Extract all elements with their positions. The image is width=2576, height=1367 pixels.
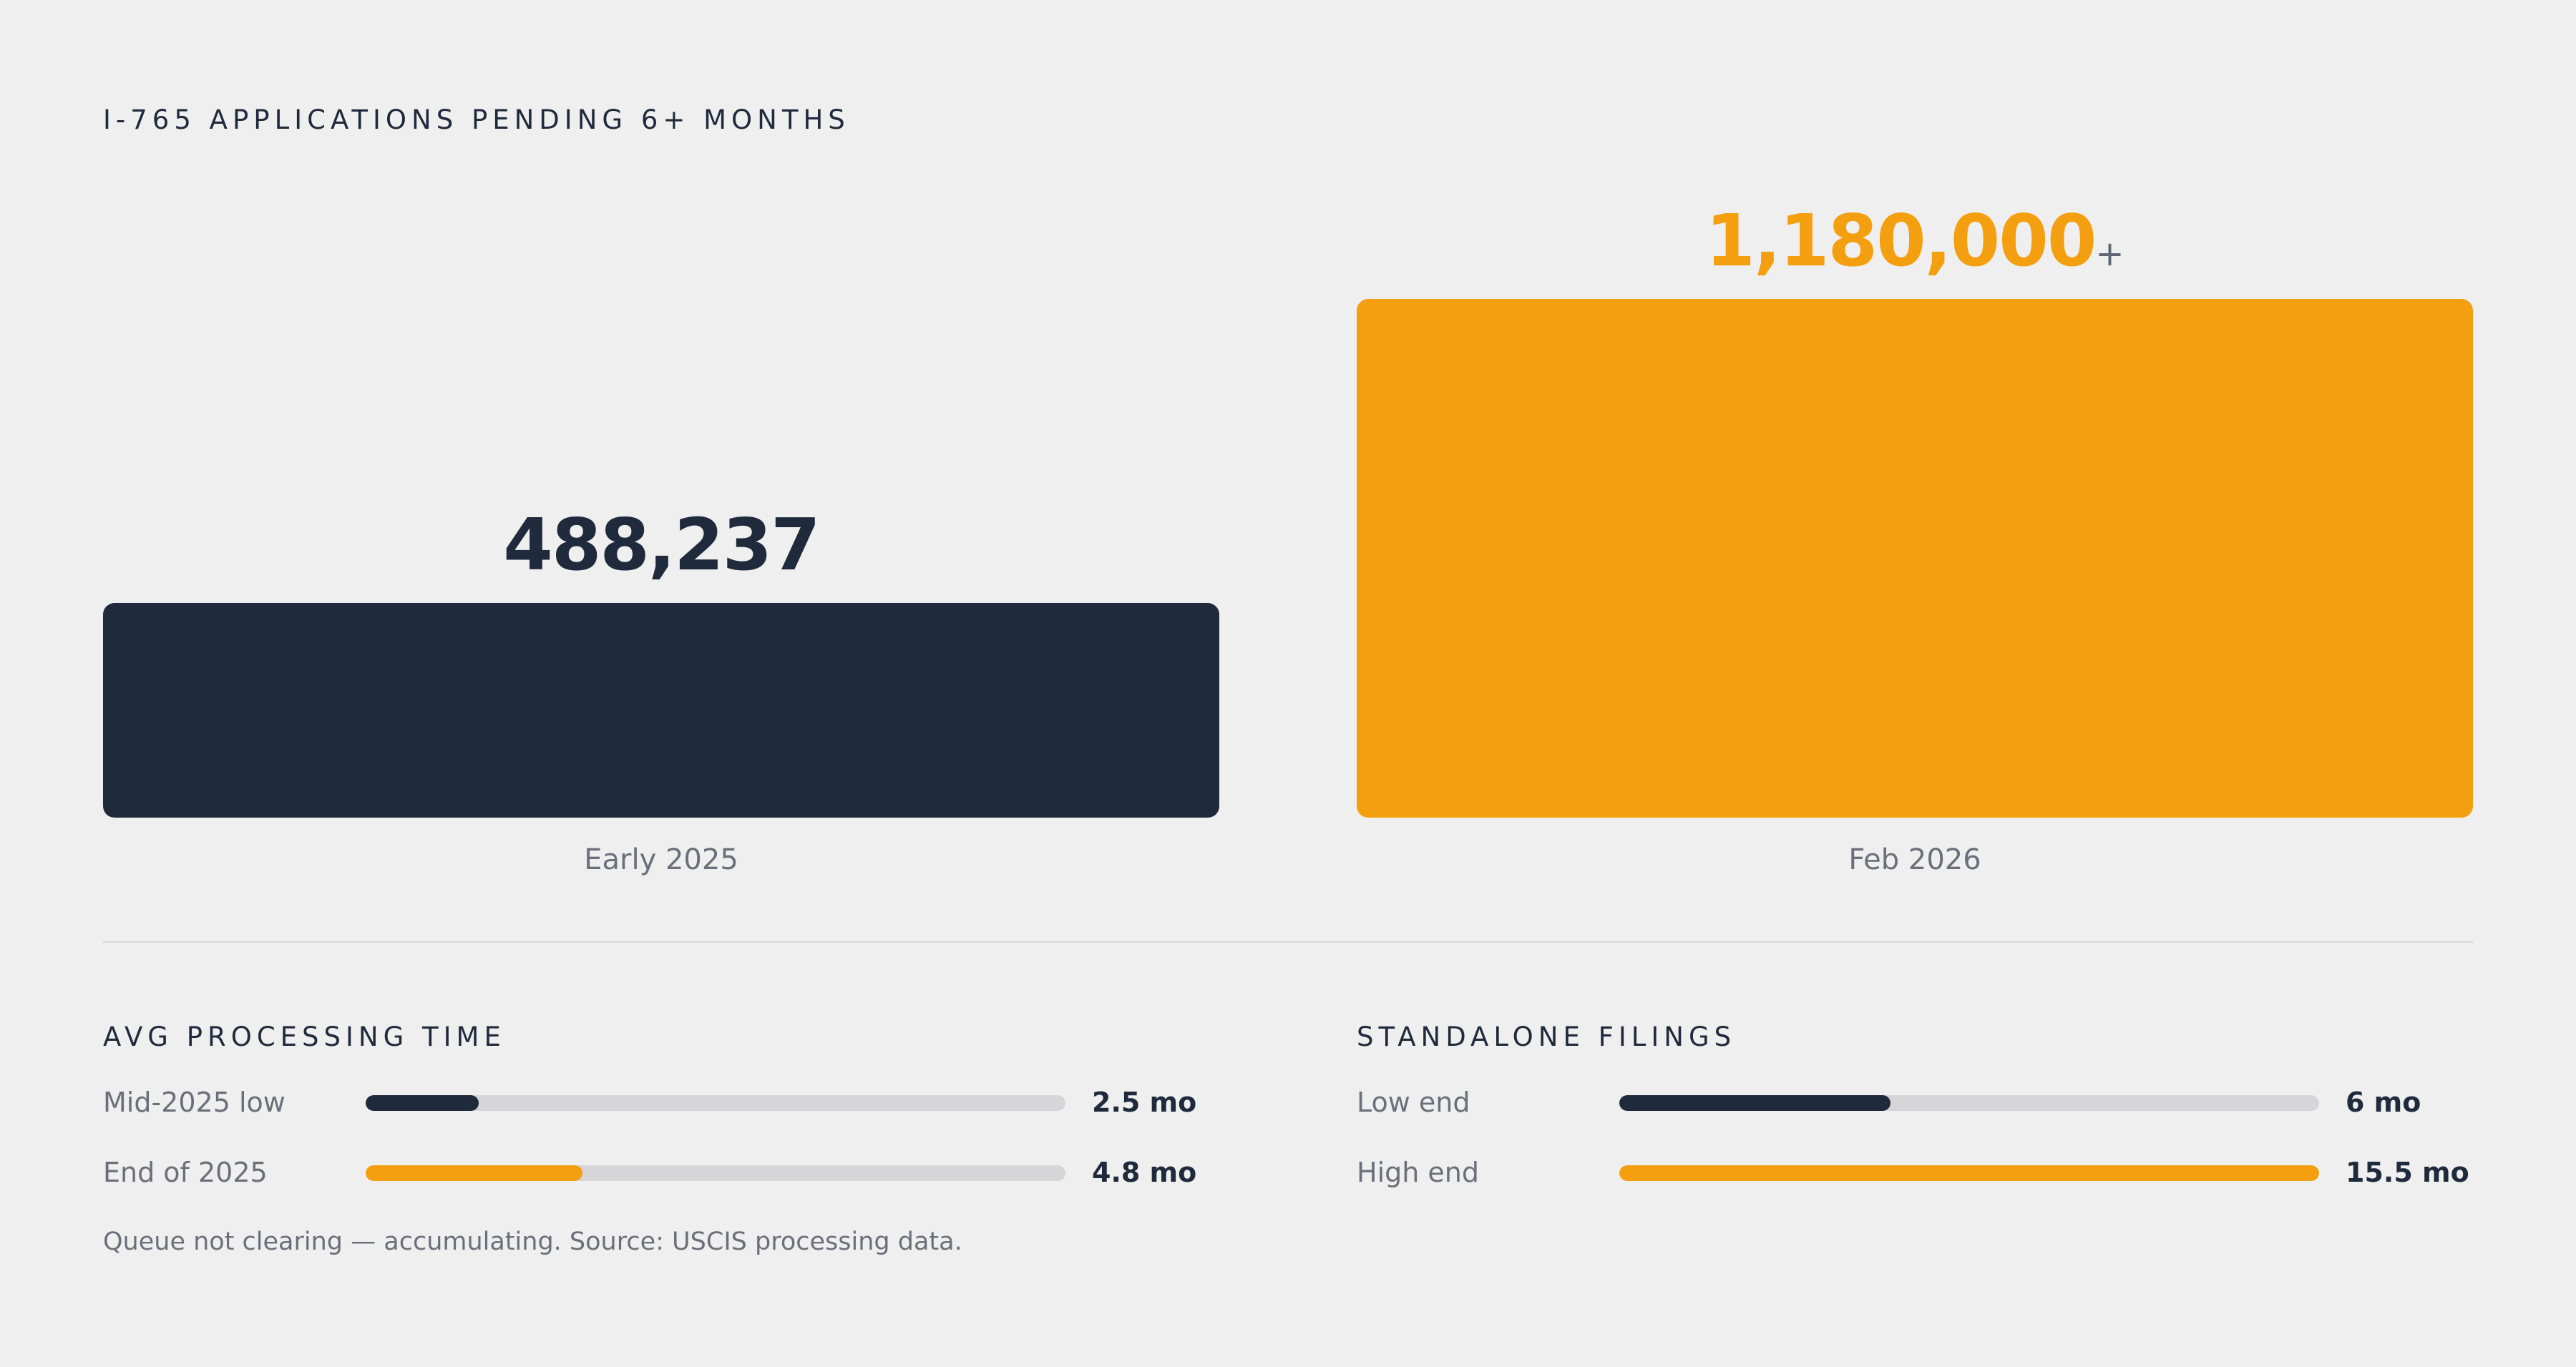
row-value: 6 mo bbox=[2346, 1087, 2421, 1118]
bar-value-number: 488,237 bbox=[503, 503, 820, 587]
bar-value-label: 1,180,000+ bbox=[1357, 199, 2473, 283]
row-label: End of 2025 bbox=[103, 1157, 268, 1188]
panel-title: STANDALONE FILINGS bbox=[1357, 1021, 1737, 1052]
bar-value-label: 488,237 bbox=[103, 503, 1219, 587]
progress-track bbox=[1619, 1165, 2319, 1181]
progress-fill bbox=[1619, 1095, 1890, 1111]
bar-feb-2026 bbox=[1357, 299, 2473, 818]
bar-category-label: Feb 2026 bbox=[1848, 843, 1981, 876]
row-label: Low end bbox=[1357, 1087, 1470, 1118]
section-divider bbox=[103, 941, 2473, 943]
progress-track bbox=[366, 1095, 1065, 1111]
bar-early-2025 bbox=[103, 603, 1219, 818]
progress-fill bbox=[366, 1165, 582, 1181]
row-value: 2.5 mo bbox=[1092, 1087, 1197, 1118]
progress-track bbox=[366, 1165, 1065, 1181]
bar-value-number: 1,180,000 bbox=[1705, 199, 2097, 283]
chart-title: I-765 APPLICATIONS PENDING 6+ MONTHS bbox=[103, 104, 850, 135]
progress-fill bbox=[366, 1095, 479, 1111]
row-label: High end bbox=[1357, 1157, 1479, 1188]
progress-fill bbox=[1619, 1165, 2319, 1181]
bar-value-suffix: + bbox=[2095, 234, 2124, 274]
row-value: 4.8 mo bbox=[1092, 1157, 1197, 1188]
progress-track bbox=[1619, 1095, 2319, 1111]
footnote: Queue not clearing — accumulating. Sourc… bbox=[103, 1228, 962, 1256]
bar-category-label: Early 2025 bbox=[584, 843, 738, 876]
row-value: 15.5 mo bbox=[2346, 1157, 2469, 1188]
row-label: Mid-2025 low bbox=[103, 1087, 286, 1118]
panel-title: AVG PROCESSING TIME bbox=[103, 1021, 506, 1052]
